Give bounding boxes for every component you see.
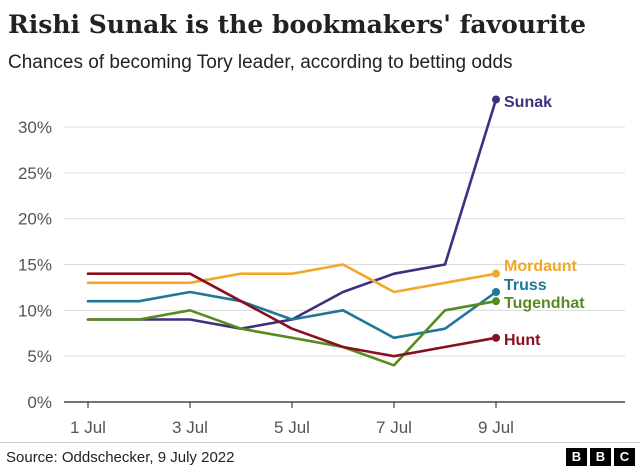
end-point-mordaunt bbox=[492, 269, 500, 278]
series-label-sunak: Sunak bbox=[504, 94, 552, 111]
x-tick-label: 5 Jul bbox=[274, 418, 310, 437]
footer-divider bbox=[0, 442, 640, 443]
end-point-tugendhat bbox=[492, 297, 500, 306]
end-point-truss bbox=[492, 288, 500, 296]
bbc-logo-block: B bbox=[566, 448, 587, 466]
series-label-hunt: Hunt bbox=[504, 332, 541, 349]
y-tick-label: 10% bbox=[18, 301, 52, 320]
series-line-mordaunt bbox=[86, 263, 498, 294]
y-tick-label: 25% bbox=[18, 164, 52, 183]
series-line-tugendhat bbox=[86, 299, 498, 367]
x-tick-label: 7 Jul bbox=[376, 418, 412, 437]
y-tick-label: 0% bbox=[27, 393, 52, 412]
bbc-logo: B B C bbox=[566, 448, 635, 466]
x-tick-label: 3 Jul bbox=[172, 418, 208, 437]
bbc-logo-block: C bbox=[614, 448, 635, 466]
chart-title: Rishi Sunak is the bookmakers' favourite bbox=[8, 10, 587, 39]
series-label-mordaunt: Mordaunt bbox=[504, 258, 578, 275]
series-line-sunak bbox=[86, 98, 498, 331]
series-line-truss bbox=[86, 290, 498, 340]
x-tick-label: 9 Jul bbox=[478, 418, 514, 437]
series-line-hunt bbox=[86, 272, 498, 358]
end-point-hunt bbox=[492, 333, 500, 342]
line-chart: 0% 5% 10% 15% 20% 25% 30% 1 Jul 3 Jul 5 Jul 7 Jul 9… bbox=[18, 94, 625, 437]
y-tick-label: 5% bbox=[27, 347, 52, 366]
y-tick-label: 30% bbox=[18, 118, 52, 137]
y-tick-label: 20% bbox=[18, 210, 52, 229]
y-tick-label: 15% bbox=[18, 256, 52, 275]
bbc-logo-block: B bbox=[590, 448, 611, 466]
end-point-sunak bbox=[492, 95, 500, 104]
chart-subtitle: Chances of becoming Tory leader, accordi… bbox=[8, 52, 513, 73]
source-note: Source: Oddschecker, 9 July 2022 bbox=[6, 449, 235, 466]
series-label-tugendhat: Tugendhat bbox=[504, 295, 585, 312]
series-label-truss: Truss bbox=[504, 277, 547, 294]
x-tick-label: 1 Jul bbox=[70, 418, 106, 437]
